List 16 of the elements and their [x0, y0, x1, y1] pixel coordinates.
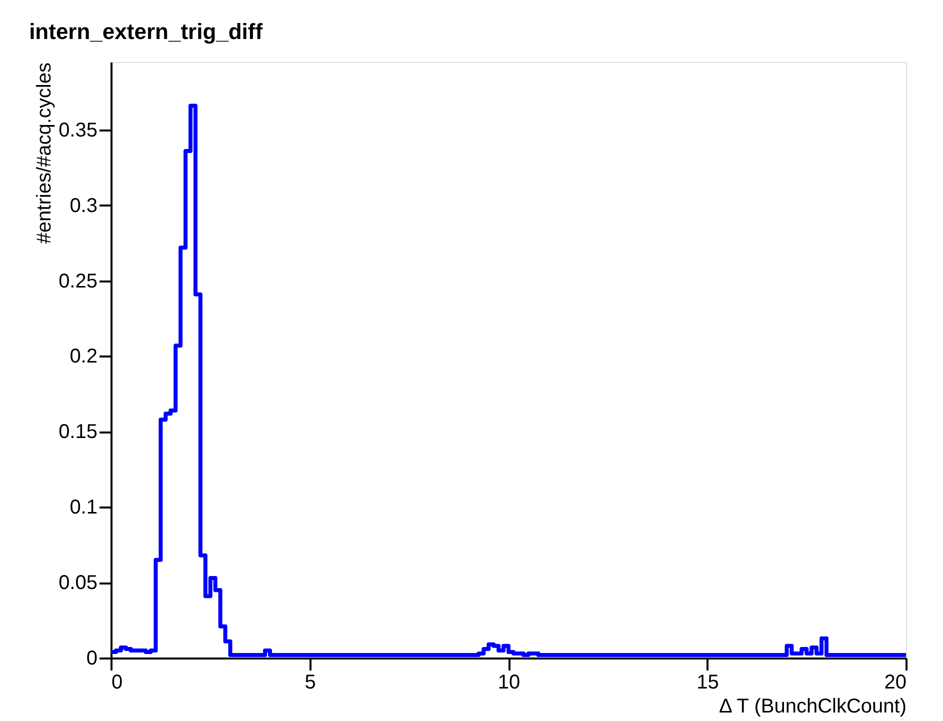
x-tick-label: 5 — [304, 672, 316, 694]
x-tick-label: 15 — [696, 672, 719, 694]
x-axis-title: Δ T (BunchClkCount) — [718, 696, 906, 718]
x-tick-label: 20 — [884, 672, 906, 694]
y-tick-label: 0.15 — [58, 421, 98, 444]
x-tick-label: 10 — [498, 672, 520, 694]
y-tick-label: 0 — [86, 648, 98, 670]
chart-title: intern_extern_trig_diff — [29, 19, 264, 44]
y-tick-label: 0.35 — [58, 119, 98, 142]
y-tick-label: 0.3 — [70, 194, 98, 217]
y-axis-title: #entries/#acq.cycles — [34, 62, 56, 244]
x-tick-label: 0 — [112, 672, 123, 694]
y-tick-label: 0.2 — [70, 346, 98, 368]
y-tick-label: 0.1 — [70, 496, 98, 519]
y-tick-label: 0.05 — [58, 572, 98, 594]
y-tick-label: 0.25 — [58, 270, 98, 292]
